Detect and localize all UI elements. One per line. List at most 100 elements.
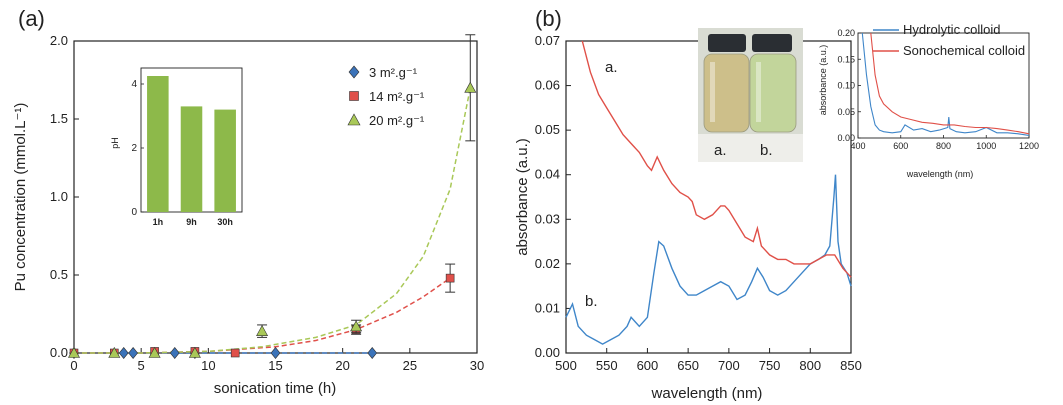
panel-b-x-axis-title: wavelength (nm) <box>651 385 763 402</box>
inset-category-label: 30h <box>217 217 233 227</box>
spectrum-line-series-0 <box>565 174 852 345</box>
curve-annotation-a: a. <box>605 59 618 76</box>
data-point-series-1 <box>230 348 240 358</box>
panel-a-inset-bar-chart: 0 2 4 1h 9h 30h pH <box>110 67 243 227</box>
data-point-series-2 <box>148 346 161 358</box>
photo-label-strip <box>698 134 803 162</box>
inset-y-tick-label: 2 <box>131 143 137 154</box>
panel-a-legend: 3 m².g⁻¹ 14 m².g⁻¹ 20 m².g⁻¹ <box>347 65 425 128</box>
inset-x-tick-label: 600 <box>893 141 908 151</box>
panel-b-x-ticks: 500 550 600 650 700 750 800 850 <box>555 348 862 373</box>
inset-y-tick-label: 0.20 <box>837 28 855 38</box>
vials-photo: a. b. <box>698 28 803 162</box>
panel-a-label: (a) <box>18 6 45 31</box>
data-point-series-2 <box>188 346 201 358</box>
legend-label-14-m2g: 14 m².g⁻¹ <box>369 89 425 104</box>
legend-marker-series-2 <box>347 113 361 126</box>
vial-b-label: b. <box>760 142 773 159</box>
panel-a: (a) 0.00.51.01.52.0 0 5 10 15 20 25 30 sonicat… <box>12 6 484 397</box>
vial-a-highlight <box>710 62 715 122</box>
y-tick-label: 0.03 <box>535 211 560 226</box>
vial-a <box>703 53 750 133</box>
data-point-series-2 <box>67 346 81 358</box>
y-tick-label: 0.05 <box>535 122 560 137</box>
x-tick-label: 600 <box>637 358 659 373</box>
vial-a-label: a. <box>714 142 727 159</box>
legend-label-hydrolytic: Hydrolytic colloid <box>903 22 1001 37</box>
data-point-series-0 <box>270 347 281 359</box>
y-tick-label: 0.07 <box>535 33 560 48</box>
vial-b-cap <box>752 34 792 52</box>
inset-bar-9h <box>180 106 203 212</box>
inset-spectrum-line-series-1 <box>870 32 1030 135</box>
inset-category-label: 9h <box>186 217 197 227</box>
inset-bar-30h <box>214 109 236 212</box>
panel-b-plot-area <box>565 40 852 345</box>
legend-label-sonochemical: Sonochemical colloid <box>903 43 1025 58</box>
data-point-series-2 <box>464 81 477 93</box>
panel-a-y-axis-title: Pu concentration (mmol.L⁻¹) <box>12 103 29 292</box>
data-point-series-2 <box>108 346 121 358</box>
inset-y-tick-label: 0.15 <box>837 54 855 64</box>
x-tick-label: 30 <box>470 358 484 373</box>
x-tick-label: 0 <box>70 358 77 373</box>
data-point-series-1 <box>445 273 455 283</box>
y-tick-label: 0.06 <box>535 78 560 93</box>
x-tick-label: 25 <box>403 358 417 373</box>
data-point-series-0 <box>367 347 378 359</box>
y-tick-label: 0.5 <box>50 267 68 282</box>
inset-x-tick-label: 1000 <box>976 141 996 151</box>
y-tick-label: 0.02 <box>535 256 560 271</box>
panel-a-x-axis-title: sonication time (h) <box>214 380 337 397</box>
vial-a-cap <box>708 34 746 52</box>
inset-y-tick-label: 0 <box>131 207 137 218</box>
x-tick-label: 700 <box>718 358 740 373</box>
y-tick-label: 0.00 <box>535 345 560 360</box>
x-tick-label: 800 <box>799 358 821 373</box>
y-tick-label: 0.0 <box>50 345 68 360</box>
curve-annotation-b: b. <box>585 293 598 310</box>
inset-x-tick-label: 1200 <box>1019 141 1039 151</box>
panel-b: (b) 0.00 0.01 0.02 0.03 0.04 0.05 0.06 0.07 500… <box>514 6 1039 402</box>
x-tick-label: 750 <box>759 358 781 373</box>
inset-x-tick-label: 800 <box>936 141 951 151</box>
y-tick-label: 0.01 <box>535 300 560 315</box>
x-tick-label: 15 <box>268 358 282 373</box>
x-tick-label: 20 <box>335 358 349 373</box>
x-tick-label: 500 <box>555 358 577 373</box>
fit-line-series-1 <box>74 277 451 354</box>
y-tick-label: 0.04 <box>535 167 560 182</box>
spectrum-line-series-1 <box>581 40 852 278</box>
data-point-series-2 <box>350 320 363 332</box>
inset-y-tick-label: 0.00 <box>837 133 855 143</box>
panel-b-label: (b) <box>535 6 562 31</box>
data-point-series-0 <box>128 347 138 359</box>
vial-b-highlight <box>756 62 761 122</box>
inset-spectrum-line-series-0 <box>861 32 1030 136</box>
inset-category-label: 1h <box>153 217 164 227</box>
inset-x-tick-label: 400 <box>850 141 865 151</box>
inset-x-axis-title: wavelength (nm) <box>906 169 974 179</box>
legend-marker-series-1 <box>349 91 359 101</box>
inset-y-tick-label: 0.10 <box>837 81 855 91</box>
inset-y-tick-label: 4 <box>131 79 137 90</box>
inset-bar-1h <box>147 76 169 212</box>
y-tick-label: 1.5 <box>50 111 68 126</box>
panel-a-plot-area <box>67 34 477 359</box>
data-point-series-0 <box>169 347 180 359</box>
panel-a-y-ticks: 0.0 0.5 1.0 1.5 2.0 <box>50 33 79 360</box>
vial-b <box>749 53 797 133</box>
inset-y-axis-title-b: absorbance (a.u.) <box>818 45 828 116</box>
panel-b-inset-spectrum: 0.00 0.05 0.10 0.15 0.20 400 600 800 1000 1200 wa… <box>818 28 1039 179</box>
x-tick-label: 650 <box>677 358 699 373</box>
y-tick-label: 2.0 <box>50 33 68 48</box>
panel-b-legend: Hydrolytic colloid Sonochemical colloid <box>873 22 1025 58</box>
data-point-series-0 <box>118 347 129 359</box>
inset-y-axis-title: pH <box>110 137 120 149</box>
x-tick-label: 850 <box>840 358 862 373</box>
legend-label-20-m2g: 20 m².g⁻¹ <box>369 113 425 128</box>
x-tick-label: 5 <box>138 358 145 373</box>
y-tick-label: 1.0 <box>50 189 68 204</box>
panel-b-y-axis-title: absorbance (a.u.) <box>514 138 531 256</box>
